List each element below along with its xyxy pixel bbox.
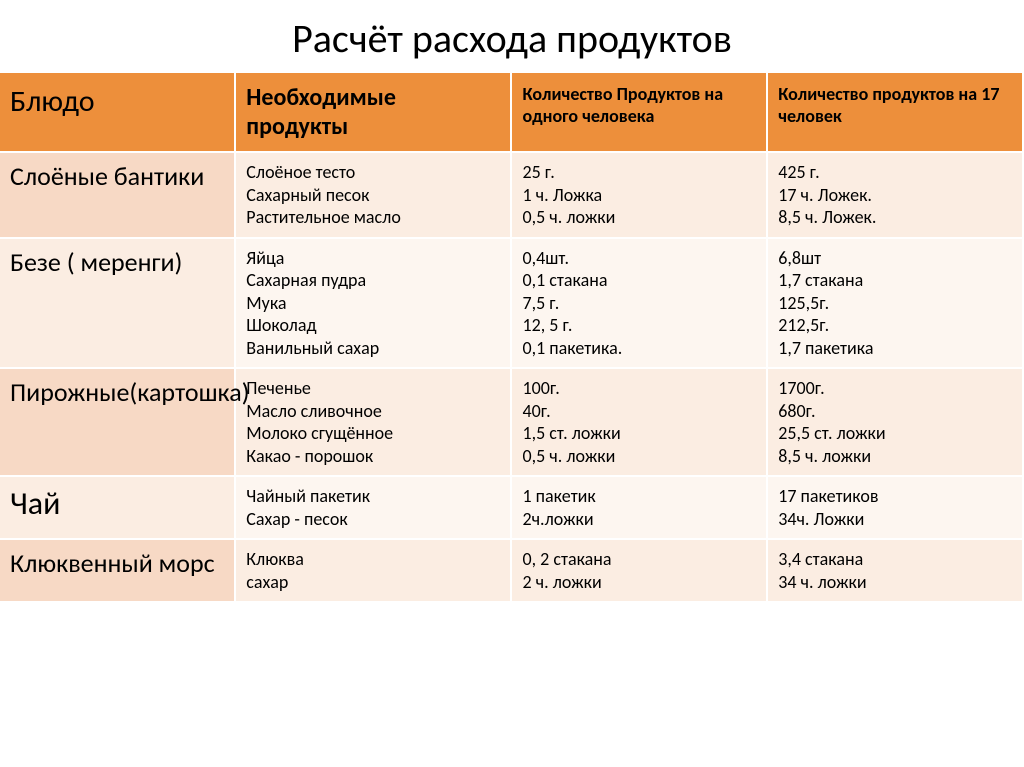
per-17-cell: 1700г. 680г. 25,5 ст. ложки 8,5 ч. ложки: [767, 368, 1023, 476]
per-17-cell: 17 пакетиков 34ч. Ложки: [767, 476, 1023, 539]
col-header-per-one: Количество Продуктов на одного человека: [511, 73, 767, 152]
table-header-row: Блюдо Необходимые продукты Количество Пр…: [0, 73, 1023, 152]
ingredient: Яйца: [246, 247, 498, 270]
amount: 3,4 стакана: [778, 548, 1010, 571]
ingredients-cell: Слоёное тесто Сахарный песок Растительно…: [235, 152, 511, 238]
amount: 212,5г.: [778, 314, 1010, 337]
dish-name: Слоёные бантики: [10, 161, 222, 192]
ingredient: Чайный пакетик: [246, 485, 498, 508]
amount: 0,1 пакетика.: [522, 337, 754, 360]
dish-name: Чай: [10, 485, 222, 523]
amount: 8,5 ч. Ложек.: [778, 206, 1010, 229]
table-row: Безе ( меренги) Яйца Сахарная пудра Мука…: [0, 238, 1023, 369]
amount: 7,5 г.: [522, 292, 754, 315]
amount: 2 ч. ложки: [522, 571, 754, 594]
amount: 8,5 ч. ложки: [778, 445, 1010, 468]
amount: 25 г.: [522, 161, 754, 184]
per-one-cell: 100г. 40г. 1,5 ст. ложки 0,5 ч. ложки: [511, 368, 767, 476]
col-header-ingredients: Необходимые продукты: [235, 73, 511, 152]
per-17-cell: 6,8шт 1,7 стакана 125,5г. 212,5г. 1,7 па…: [767, 238, 1023, 369]
per-17-cell: 425 г. 17 ч. Ложек. 8,5 ч. Ложек.: [767, 152, 1023, 238]
amount: 2ч.ложки: [522, 508, 754, 531]
ingredient: Молоко сгущённое: [246, 422, 498, 445]
amount: 6,8шт: [778, 247, 1010, 270]
ingredient: Какао - порошок: [246, 445, 498, 468]
per-one-cell: 0, 2 стакана 2 ч. ложки: [511, 539, 767, 601]
dish-name: Безе ( меренги): [10, 247, 222, 278]
ingredient: Слоёное тесто: [246, 161, 498, 184]
dish-name: Клюквенный морс: [10, 548, 222, 579]
amount: 1,7 пакетика: [778, 337, 1010, 360]
amount: 1 пакетик: [522, 485, 754, 508]
ingredients-cell: Печенье Масло сливочное Молоко сгущённое…: [235, 368, 511, 476]
ingredient: Сахар - песок: [246, 508, 498, 531]
amount: 25,5 ст. ложки: [778, 422, 1010, 445]
amount: 40г.: [522, 400, 754, 423]
per-one-cell: 25 г. 1 ч. Ложка 0,5 ч. ложки: [511, 152, 767, 238]
per-one-cell: 0,4шт. 0,1 стакана 7,5 г. 12, 5 г. 0,1 п…: [511, 238, 767, 369]
ingredients-cell: Клюква сахар: [235, 539, 511, 601]
amount: 12, 5 г.: [522, 314, 754, 337]
table-row: Слоёные бантики Слоёное тесто Сахарный п…: [0, 152, 1023, 238]
page: Расчёт расхода продуктов Блюдо Необходим…: [0, 0, 1024, 767]
dish-name: Пирожные(картошка): [10, 377, 222, 408]
col-header-dish: Блюдо: [0, 73, 235, 152]
ingredient: Печенье: [246, 377, 498, 400]
amount: 425 г.: [778, 161, 1010, 184]
table-row: Пирожные(картошка) Печенье Масло сливочн…: [0, 368, 1023, 476]
amount: 0,5 ч. ложки: [522, 206, 754, 229]
amount: 34 ч. ложки: [778, 571, 1010, 594]
ingredient: Ванильный сахар: [246, 337, 498, 360]
table-row: Клюквенный морс Клюква сахар 0, 2 стакан…: [0, 539, 1023, 601]
ingredient: Растительное масло: [246, 206, 498, 229]
table-row: Чай Чайный пакетик Сахар - песок 1 пакет…: [0, 476, 1023, 539]
per-one-cell: 1 пакетик 2ч.ложки: [511, 476, 767, 539]
amount: 0, 2 стакана: [522, 548, 754, 571]
ingredient: Мука: [246, 292, 498, 315]
page-title: Расчёт расхода продуктов: [0, 0, 1024, 73]
ingredient: Сахарный песок: [246, 184, 498, 207]
amount: 17 ч. Ложек.: [778, 184, 1010, 207]
amount: 0,5 ч. ложки: [522, 445, 754, 468]
ingredient: Масло сливочное: [246, 400, 498, 423]
ingredient: Шоколад: [246, 314, 498, 337]
amount: 0,4шт.: [522, 247, 754, 270]
ingredients-cell: Чайный пакетик Сахар - песок: [235, 476, 511, 539]
amount: 0,1 стакана: [522, 269, 754, 292]
amount: 680г.: [778, 400, 1010, 423]
ingredient: Клюква: [246, 548, 498, 571]
col-header-per-17: Количество продуктов на 17 человек: [767, 73, 1023, 152]
amount: 17 пакетиков: [778, 485, 1010, 508]
amount: 1,5 ст. ложки: [522, 422, 754, 445]
products-table: Блюдо Необходимые продукты Количество Пр…: [0, 73, 1024, 601]
amount: 1,7 стакана: [778, 269, 1010, 292]
amount: 1700г.: [778, 377, 1010, 400]
ingredient: сахар: [246, 571, 498, 594]
amount: 1 ч. Ложка: [522, 184, 754, 207]
amount: 34ч. Ложки: [778, 508, 1010, 531]
per-17-cell: 3,4 стакана 34 ч. ложки: [767, 539, 1023, 601]
ingredient: Сахарная пудра: [246, 269, 498, 292]
ingredients-cell: Яйца Сахарная пудра Мука Шоколад Ванильн…: [235, 238, 511, 369]
amount: 125,5г.: [778, 292, 1010, 315]
amount: 100г.: [522, 377, 754, 400]
